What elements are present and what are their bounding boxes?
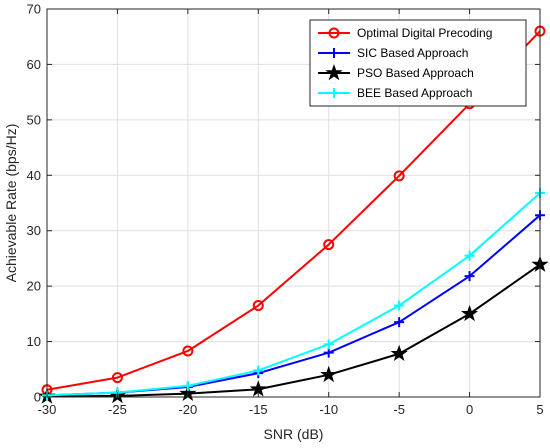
legend-label: Optimal Digital Precoding xyxy=(357,26,492,40)
legend: Optimal Digital Precoding SIC Based Appro… xyxy=(309,19,527,107)
x-axis-title: SNR (dB) xyxy=(264,426,324,442)
data-point xyxy=(111,372,123,384)
y-tick-label: 50 xyxy=(27,112,41,127)
data-point xyxy=(252,300,264,312)
legend-label: BEE Based Approach xyxy=(357,86,472,100)
data-point xyxy=(323,239,335,251)
data-point xyxy=(182,345,194,357)
series-line xyxy=(46,30,541,391)
data-point xyxy=(394,317,405,328)
y-axis-ticks: 0 10 20 30 40 50 60 70 xyxy=(27,2,540,405)
legend-entry: PSO Based Approach xyxy=(318,63,474,81)
legend-entry: Optimal Digital Precoding xyxy=(318,26,492,40)
x-tick-label: -15 xyxy=(249,402,268,417)
y-tick-label: 30 xyxy=(27,223,41,238)
x-tick-label: -25 xyxy=(108,402,127,417)
legend-marker xyxy=(325,63,343,81)
data-point xyxy=(390,344,408,362)
data-point xyxy=(394,300,405,311)
data-point xyxy=(320,365,338,383)
x-axis-ticks: -30 -25 -20 -15 -10 -5 0 5 xyxy=(38,9,544,417)
data-point xyxy=(464,250,475,261)
legend-label: PSO Based Approach xyxy=(357,66,474,80)
y-tick-label: 70 xyxy=(27,2,41,17)
data-point xyxy=(182,380,193,391)
data-point xyxy=(464,271,475,282)
legend-box xyxy=(309,19,527,107)
legend-entry: BEE Based Approach xyxy=(318,86,472,100)
data-point xyxy=(253,365,264,376)
y-axis-title: Achievable Rate (bps/Hz) xyxy=(3,124,19,283)
axes-frame xyxy=(46,8,541,398)
legend-marker xyxy=(329,88,339,98)
x-tick-label: -30 xyxy=(38,402,57,417)
legend-entry: SIC Based Approach xyxy=(318,46,468,60)
data-point xyxy=(323,339,334,350)
y-tick-label: 20 xyxy=(27,279,41,294)
x-tick-label: -20 xyxy=(178,402,197,417)
x-tick-label: -5 xyxy=(393,402,405,417)
y-tick-label: 60 xyxy=(27,57,41,72)
legend-marker xyxy=(329,48,339,58)
series-layer xyxy=(38,25,549,404)
series-line xyxy=(46,263,541,398)
x-tick-label: 5 xyxy=(536,402,543,417)
x-tick-label: 0 xyxy=(466,402,473,417)
y-tick-label: 0 xyxy=(34,390,41,405)
series-4 xyxy=(42,188,545,401)
data-point xyxy=(393,170,405,182)
y-tick-label: 40 xyxy=(27,168,41,183)
legend-marker xyxy=(328,27,340,39)
series-line xyxy=(46,192,541,397)
x-tick-label: -10 xyxy=(319,402,338,417)
y-tick-label: 10 xyxy=(27,334,41,349)
legend-label: SIC Based Approach xyxy=(357,46,468,60)
data-point xyxy=(460,304,479,322)
